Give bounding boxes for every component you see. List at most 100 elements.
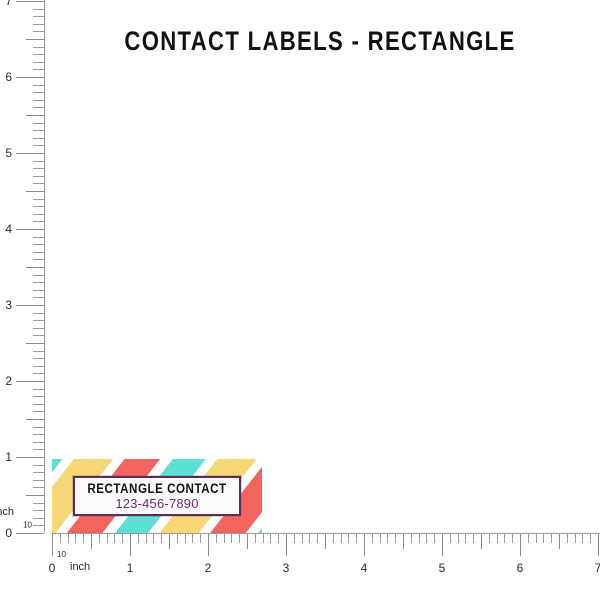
- vertical-ruler-minor-tick: [33, 251, 44, 253]
- vertical-ruler-minor-tick: [33, 350, 44, 352]
- horizontal-ruler-minor-tick: [169, 534, 170, 549]
- vertical-ruler-minor-tick: [33, 175, 44, 177]
- vertical-ruler-minor-tick: [33, 8, 44, 10]
- horizontal-ruler-minor-tick: [184, 534, 186, 543]
- horizontal-ruler-minor-tick: [527, 534, 529, 543]
- vertical-ruler-minor-tick: [33, 107, 44, 109]
- vertical-ruler-minor-tick: [33, 464, 44, 466]
- vertical-ruler-major-tick: [16, 153, 44, 154]
- vertical-ruler-minor-tick: [33, 312, 44, 314]
- horizontal-ruler-minor-tick: [566, 534, 568, 543]
- vertical-ruler-minor-tick: [33, 145, 44, 147]
- vertical-ruler-minor-tick: [33, 99, 44, 101]
- horizontal-ruler-major-tick: [520, 534, 521, 556]
- horizontal-ruler-minor-tick: [410, 534, 412, 543]
- horizontal-ruler-minor-tick: [239, 534, 241, 543]
- rectangle-contact-label[interactable]: RECTANGLE CONTACT 123-456-7890: [52, 459, 262, 533]
- horizontal-ruler-minor-tick: [145, 534, 147, 543]
- vertical-ruler-major-tick: [16, 457, 44, 458]
- vertical-ruler-minor-tick: [33, 289, 44, 291]
- horizontal-ruler-minor-tick: [262, 534, 264, 543]
- horizontal-ruler-label-2: 2: [204, 561, 212, 575]
- vertical-ruler-major-tick: [16, 381, 44, 382]
- horizontal-ruler[interactable]: 0 1 2 3 4 5 6 7 inch 10: [0, 534, 600, 600]
- vertical-ruler-minor-tick: [33, 160, 44, 162]
- vertical-ruler-minor-tick: [26, 343, 44, 344]
- vertical-ruler-label-3: 3: [5, 298, 12, 312]
- vertical-ruler-major-tick: [16, 229, 44, 230]
- vertical-ruler-minor-tick: [33, 183, 44, 185]
- horizontal-ruler-minor-tick: [551, 534, 553, 543]
- vertical-ruler-minor-tick: [33, 297, 44, 299]
- vertical-ruler-minor-tick: [33, 320, 44, 322]
- vertical-ruler-minor-tick: [33, 388, 44, 390]
- vertical-ruler-minor-tick: [26, 115, 44, 116]
- vertical-ruler-minor-tick: [33, 365, 44, 367]
- horizontal-ruler-minor-tick: [332, 534, 334, 543]
- horizontal-ruler-minor-tick: [317, 534, 319, 543]
- horizontal-ruler-minor-tick: [223, 534, 225, 543]
- vertical-ruler-unit-label: inch: [0, 505, 14, 518]
- horizontal-ruler-minor-tick: [91, 534, 92, 549]
- horizontal-ruler-minor-tick: [340, 534, 342, 543]
- horizontal-ruler-minor-tick: [153, 534, 155, 543]
- vertical-ruler-minor-tick: [33, 61, 44, 63]
- vertical-ruler-minor-tick: [26, 495, 44, 496]
- horizontal-ruler-minor-tick: [457, 534, 459, 543]
- horizontal-ruler-minor-tick: [356, 534, 358, 543]
- vertical-ruler-minor-tick: [33, 130, 44, 132]
- horizontal-ruler-label-6: 6: [516, 561, 524, 575]
- vertical-ruler-minor-tick: [33, 206, 44, 208]
- horizontal-ruler-minor-tick: [114, 534, 116, 543]
- horizontal-ruler-minor-tick: [161, 534, 163, 543]
- horizontal-ruler-minor-tick: [473, 534, 475, 543]
- vertical-ruler-label-6: 6: [5, 70, 12, 84]
- vertical-ruler-minor-tick: [33, 92, 44, 94]
- vertical-ruler-major-tick: [16, 1, 44, 2]
- horizontal-ruler-minor-tick: [122, 534, 124, 543]
- vertical-ruler-minor-tick: [33, 84, 44, 86]
- horizontal-ruler-minor-tick: [512, 534, 514, 543]
- horizontal-ruler-minor-tick: [278, 534, 280, 543]
- vertical-ruler-minor-tick: [33, 327, 44, 329]
- horizontal-ruler-label-1: 1: [126, 561, 134, 575]
- horizontal-ruler-minor-tick: [574, 534, 576, 543]
- horizontal-ruler-minor-tick: [426, 534, 428, 543]
- vertical-ruler-minor-tick: [33, 358, 44, 360]
- horizontal-ruler-minor-tick: [449, 534, 451, 543]
- horizontal-ruler-minor-tick: [418, 534, 420, 543]
- vertical-ruler-major-tick: [16, 77, 44, 78]
- horizontal-ruler-minor-tick: [301, 534, 303, 543]
- page-title: CONTACT LABELS - RECTANGLE: [124, 26, 516, 56]
- horizontal-ruler-minor-tick: [83, 534, 85, 543]
- vertical-ruler-minor-tick: [33, 69, 44, 71]
- vertical-ruler-minor-tick: [33, 168, 44, 170]
- horizontal-ruler-minor-tick: [496, 534, 498, 543]
- horizontal-ruler-major-tick: [442, 534, 443, 556]
- horizontal-ruler-minor-tick: [176, 534, 178, 543]
- horizontal-ruler-minor-tick: [387, 534, 389, 543]
- horizontal-ruler-minor-tick: [270, 534, 272, 543]
- horizontal-ruler-minor-tick: [543, 534, 545, 543]
- horizontal-ruler-minor-tick: [254, 534, 256, 543]
- horizontal-ruler-major-tick: [598, 534, 599, 556]
- horizontal-ruler-minor-tick: [59, 534, 61, 543]
- vertical-ruler-minor-tick: [33, 213, 44, 215]
- vertical-ruler-major-tick: [16, 305, 44, 306]
- vertical-ruler[interactable]: 0 1 2 3 4 5 6 7 inch 10: [0, 0, 44, 540]
- vertical-ruler-minor-tick: [33, 198, 44, 200]
- horizontal-ruler-minor-tick: [348, 534, 350, 543]
- horizontal-ruler-major-tick: [52, 534, 53, 556]
- vertical-ruler-minor-tick: [33, 122, 44, 124]
- horizontal-ruler-minor-tick: [98, 534, 100, 543]
- vertical-ruler-minor-tick: [33, 487, 44, 489]
- horizontal-ruler-major-tick: [208, 534, 209, 556]
- label-text-box[interactable]: RECTANGLE CONTACT 123-456-7890: [73, 476, 241, 516]
- vertical-ruler-minor-tick: [33, 502, 44, 504]
- horizontal-ruler-minor-tick: [192, 534, 194, 543]
- vertical-ruler-minor-tick: [33, 46, 44, 48]
- horizontal-ruler-label-3: 3: [282, 561, 290, 575]
- vertical-ruler-minor-tick: [26, 419, 44, 420]
- horizontal-ruler-major-tick: [130, 534, 131, 556]
